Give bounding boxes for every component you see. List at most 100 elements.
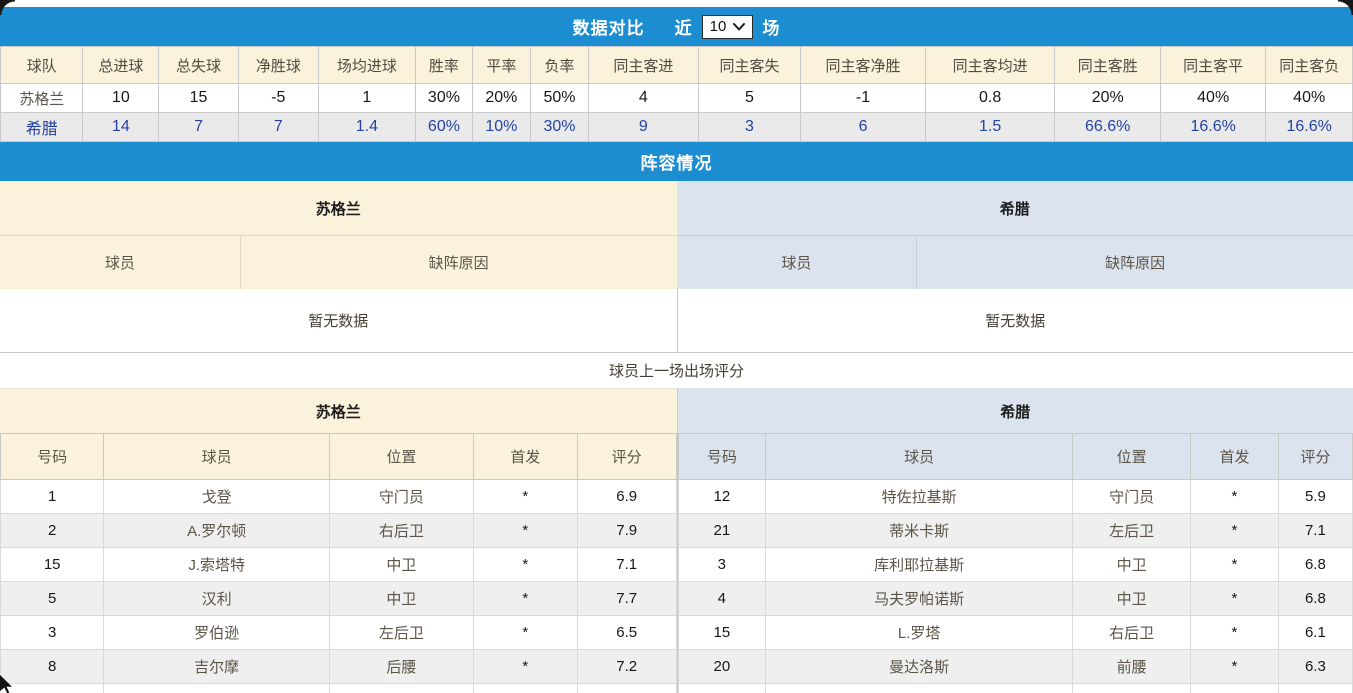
comparison-header-cell: 同主客失 — [697, 46, 802, 84]
player-name: L.罗塔 — [765, 615, 1074, 650]
rounds-suffix: 场 — [762, 19, 781, 38]
comparison-header-cell: 同主客负 — [1265, 46, 1353, 84]
player-position: 左后卫 — [328, 615, 474, 650]
empty-cell — [328, 683, 474, 693]
comparison-row: 苏格兰 10 15 -5 1 30% 20% 50% 4 5 -1 0.8 20% 40% 40% — [0, 83, 1353, 113]
player-number: 1 — [0, 479, 105, 514]
player-starter: * — [472, 513, 578, 548]
ratings-header-cell: 号码 — [0, 433, 105, 480]
column-player: 球员 — [677, 236, 918, 289]
player-starter: * — [1190, 479, 1279, 514]
comparison-header-cell: 场均进球 — [317, 46, 417, 84]
stat-cell: 3 — [697, 112, 802, 142]
player-name: 库利耶拉基斯 — [765, 547, 1074, 582]
stat-cell: 40% — [1265, 83, 1353, 113]
player-number: 8 — [0, 649, 105, 684]
player-name: J.索塔特 — [103, 547, 330, 582]
data-compare-title: 数据对比 — [572, 19, 645, 38]
player-starter: * — [1190, 581, 1279, 616]
player-rating: 7.1 — [576, 547, 677, 582]
player-number: 3 — [0, 615, 105, 650]
stat-cell: 5 — [697, 83, 802, 113]
stat-cell: 1 — [317, 83, 417, 113]
player-position: 中卫 — [328, 547, 474, 582]
comparison-header-cell: 负率 — [529, 46, 590, 84]
stat-cell: 9 — [588, 112, 699, 142]
rounds-select[interactable]: 10 — [701, 14, 754, 39]
stat-cell: 60% — [415, 112, 473, 142]
player-position: 后腰 — [328, 649, 474, 684]
team-cell: 苏格兰 — [0, 83, 84, 113]
player-rating: 6.8 — [1277, 547, 1353, 582]
ratings-table-greece: 号码 球员 位置 首发 评分 12 特佐拉基斯 守门员 * 5.9 21 蒂米卡斯 左后卫 * 7.1 3 库… — [677, 433, 1353, 693]
player-rating: 7.2 — [576, 649, 677, 684]
lineup-panel-scotland: 苏格兰 球员 缺阵原因 暂无数据 — [0, 181, 677, 353]
column-absence-reason: 缺阵原因 — [1105, 255, 1166, 272]
player-row: 12 特佐拉基斯 守门员 * 5.9 — [677, 479, 1353, 514]
player-number: 4 — [677, 581, 767, 616]
player-row: 8 吉尔摩 后腰 * 7.2 — [0, 649, 677, 684]
column-player: 球员 — [0, 236, 241, 289]
empty-cell — [472, 683, 578, 693]
ratings-header-cell: 球员 — [103, 433, 330, 480]
stat-cell: 1.5 — [924, 112, 1056, 142]
near-label: 近 — [674, 19, 693, 38]
stat-cell: 20% — [1054, 83, 1161, 113]
comparison-header-row: 球队 总进球 总失球 净胜球 场均进球 胜率 平率 负率 同主客进 同主客失 同主客净胜 同主客均进同… — [0, 46, 1353, 84]
player-rating: 5.9 — [1277, 479, 1353, 514]
player-starter: * — [472, 547, 578, 582]
ratings-header-cell: 球员 — [765, 433, 1074, 480]
lineup-panels: 苏格兰 球员 缺阵原因 暂无数据 希腊 球员 缺阵原因 暂无数据 — [0, 181, 1353, 353]
player-row: 4 马夫罗帕诺斯 中卫 * 6.8 — [677, 581, 1353, 616]
player-rating: 6.5 — [576, 615, 677, 650]
lineup-columns-scotland: 球员 缺阵原因 — [0, 235, 677, 289]
player-row: 1 戈登 守门员 * 6.9 — [0, 479, 677, 514]
player-row: 15 J.索塔特 中卫 * 7.1 — [0, 547, 677, 582]
lineup-columns-greece: 球员 缺阵原因 — [676, 235, 1353, 289]
ratings-header-cell: 位置 — [328, 433, 474, 480]
player-starter: * — [1190, 649, 1279, 684]
stat-cell: 66.6% — [1054, 112, 1161, 142]
empty-cell — [103, 683, 330, 693]
player-position: 右后卫 — [1072, 615, 1192, 650]
player-number: 21 — [677, 513, 767, 548]
player-name: 吉尔摩 — [103, 649, 330, 684]
ratings-panel-greece: 希腊 号码 球员 位置 首发 评分 12 特佐拉基斯 守门员 * 5.9 21 蒂米卡斯 左后卫 * 7.… — [676, 388, 1353, 693]
stat-cell: -5 — [237, 83, 319, 113]
player-position: 前腰 — [1072, 649, 1192, 684]
player-starter: * — [1190, 615, 1279, 650]
player-starter: * — [472, 615, 578, 650]
player-rating: 7.7 — [576, 581, 677, 616]
player-row: 15 L.罗塔 右后卫 * 6.1 — [677, 615, 1353, 650]
stat-cell: 30% — [415, 83, 473, 113]
player-row-partial — [677, 683, 1353, 693]
player-number: 3 — [677, 547, 767, 582]
ratings-header-cell: 首发 — [1190, 433, 1279, 480]
player-number: 5 — [0, 581, 105, 616]
lineup-title: 阵容情况 — [640, 154, 713, 173]
ratings-header-cell: 评分 — [1277, 433, 1353, 480]
player-starter: * — [472, 581, 578, 616]
team-cell: 希腊 — [0, 112, 84, 142]
player-name: 汉利 — [103, 581, 330, 616]
player-row: 3 库利耶拉基斯 中卫 * 6.8 — [677, 547, 1353, 582]
ratings-header-cell: 评分 — [576, 433, 677, 480]
stat-cell: 16.6% — [1265, 112, 1353, 142]
stat-cell: 30% — [529, 112, 590, 142]
stat-cell: 40% — [1159, 83, 1267, 113]
stat-cell: -1 — [800, 83, 926, 113]
player-rating: 7.9 — [576, 513, 677, 548]
empty-cell — [0, 683, 105, 693]
player-rating: 6.8 — [1277, 581, 1353, 616]
stat-cell: 20% — [471, 83, 531, 113]
rounds-selector-group: 近 10 场 — [675, 14, 781, 39]
stat-cell: 6 — [800, 112, 926, 142]
ratings-table-scotland: 号码 球员 位置 首发 评分 1 戈登 守门员 * 6.9 2 A.罗尔顿 右后卫 * 7.9 15 J.索塔… — [0, 433, 677, 693]
comparison-header-cell: 净胜球 — [237, 46, 319, 84]
empty-cell — [1277, 683, 1353, 693]
data-compare-bar: 数据对比 近 10 场 — [0, 7, 1353, 46]
player-position: 守门员 — [328, 479, 474, 514]
player-rating: 7.1 — [1277, 513, 1353, 548]
ratings-header-cell: 首发 — [472, 433, 578, 480]
team-name-greece: 希腊 — [676, 181, 1353, 235]
